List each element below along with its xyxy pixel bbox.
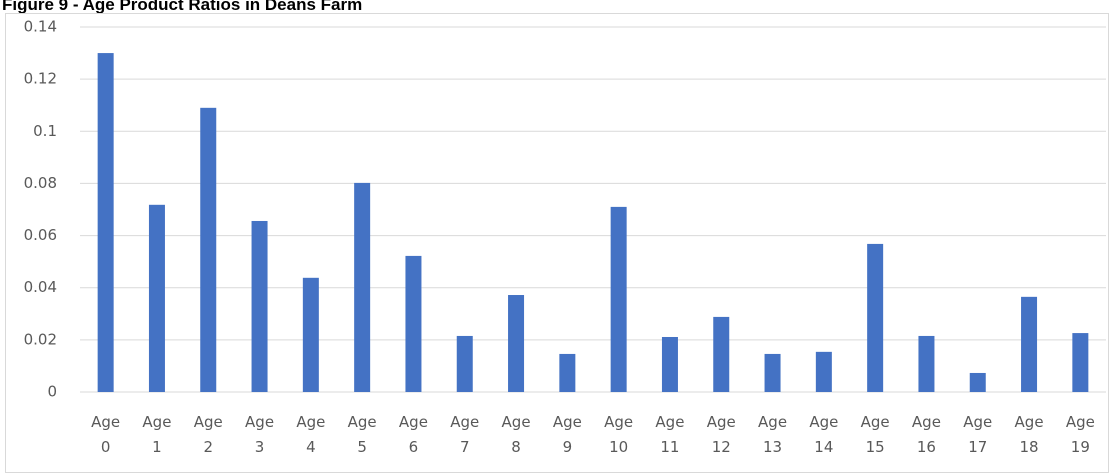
x-tick-label: Age 9: [552, 413, 582, 456]
bar: [508, 295, 525, 392]
bar: [354, 182, 371, 392]
y-tick-label: 0.1: [33, 122, 57, 140]
bar: [713, 316, 730, 392]
y-tick-label: 0.08: [24, 174, 57, 192]
x-tick-label: Age 19: [1065, 413, 1095, 456]
x-tick-label: Age 6: [398, 413, 428, 456]
x-tick-label: Age 12: [706, 413, 736, 456]
y-tick-label: 0.06: [24, 226, 57, 244]
bar: [302, 277, 319, 392]
bar: [559, 353, 576, 392]
bar: [918, 335, 935, 392]
bar: [764, 353, 781, 392]
bar: [200, 107, 217, 393]
x-tick-label: Age 3: [245, 413, 275, 456]
bar: [867, 243, 884, 392]
y-tick-label: 0: [47, 383, 57, 401]
x-tick-label: Age 1: [142, 413, 172, 456]
bar: [610, 206, 627, 392]
y-tick-label: 0.02: [24, 330, 57, 348]
x-tick-label: Age 13: [758, 413, 788, 456]
bar: [97, 53, 114, 392]
x-tick-label: Age 5: [347, 413, 377, 456]
y-tick-label: 0.04: [24, 278, 57, 296]
x-tick-label: Age 8: [501, 413, 531, 456]
x-tick-label: Age 10: [604, 413, 634, 456]
x-tick-label: Age 18: [1014, 413, 1044, 456]
x-tick-label: Age 0: [91, 413, 121, 456]
y-tick-label: 0.14: [24, 18, 57, 36]
x-tick-label: Age 4: [296, 413, 326, 456]
chart-title: Figure 9 - Age Product Ratios in Deans F…: [2, 0, 363, 14]
bar: [661, 336, 678, 392]
x-tick-label: Age 2: [193, 413, 223, 456]
x-tick-label: Age 11: [655, 413, 685, 456]
bar: [1072, 333, 1089, 392]
x-tick-label: Age 7: [450, 413, 480, 456]
y-tick-label: 0.12: [24, 70, 57, 88]
bar: [815, 351, 832, 392]
bar: [1021, 296, 1038, 392]
x-tick-label: Age 14: [809, 413, 839, 456]
x-tick-label: Age 15: [860, 413, 890, 456]
bar: [969, 372, 986, 392]
bar: [148, 204, 165, 392]
bar: [456, 335, 473, 392]
x-tick-label: Age 17: [963, 413, 993, 456]
bar: [405, 255, 422, 392]
x-tick-label: Age 16: [911, 413, 941, 456]
bar: [251, 220, 268, 392]
